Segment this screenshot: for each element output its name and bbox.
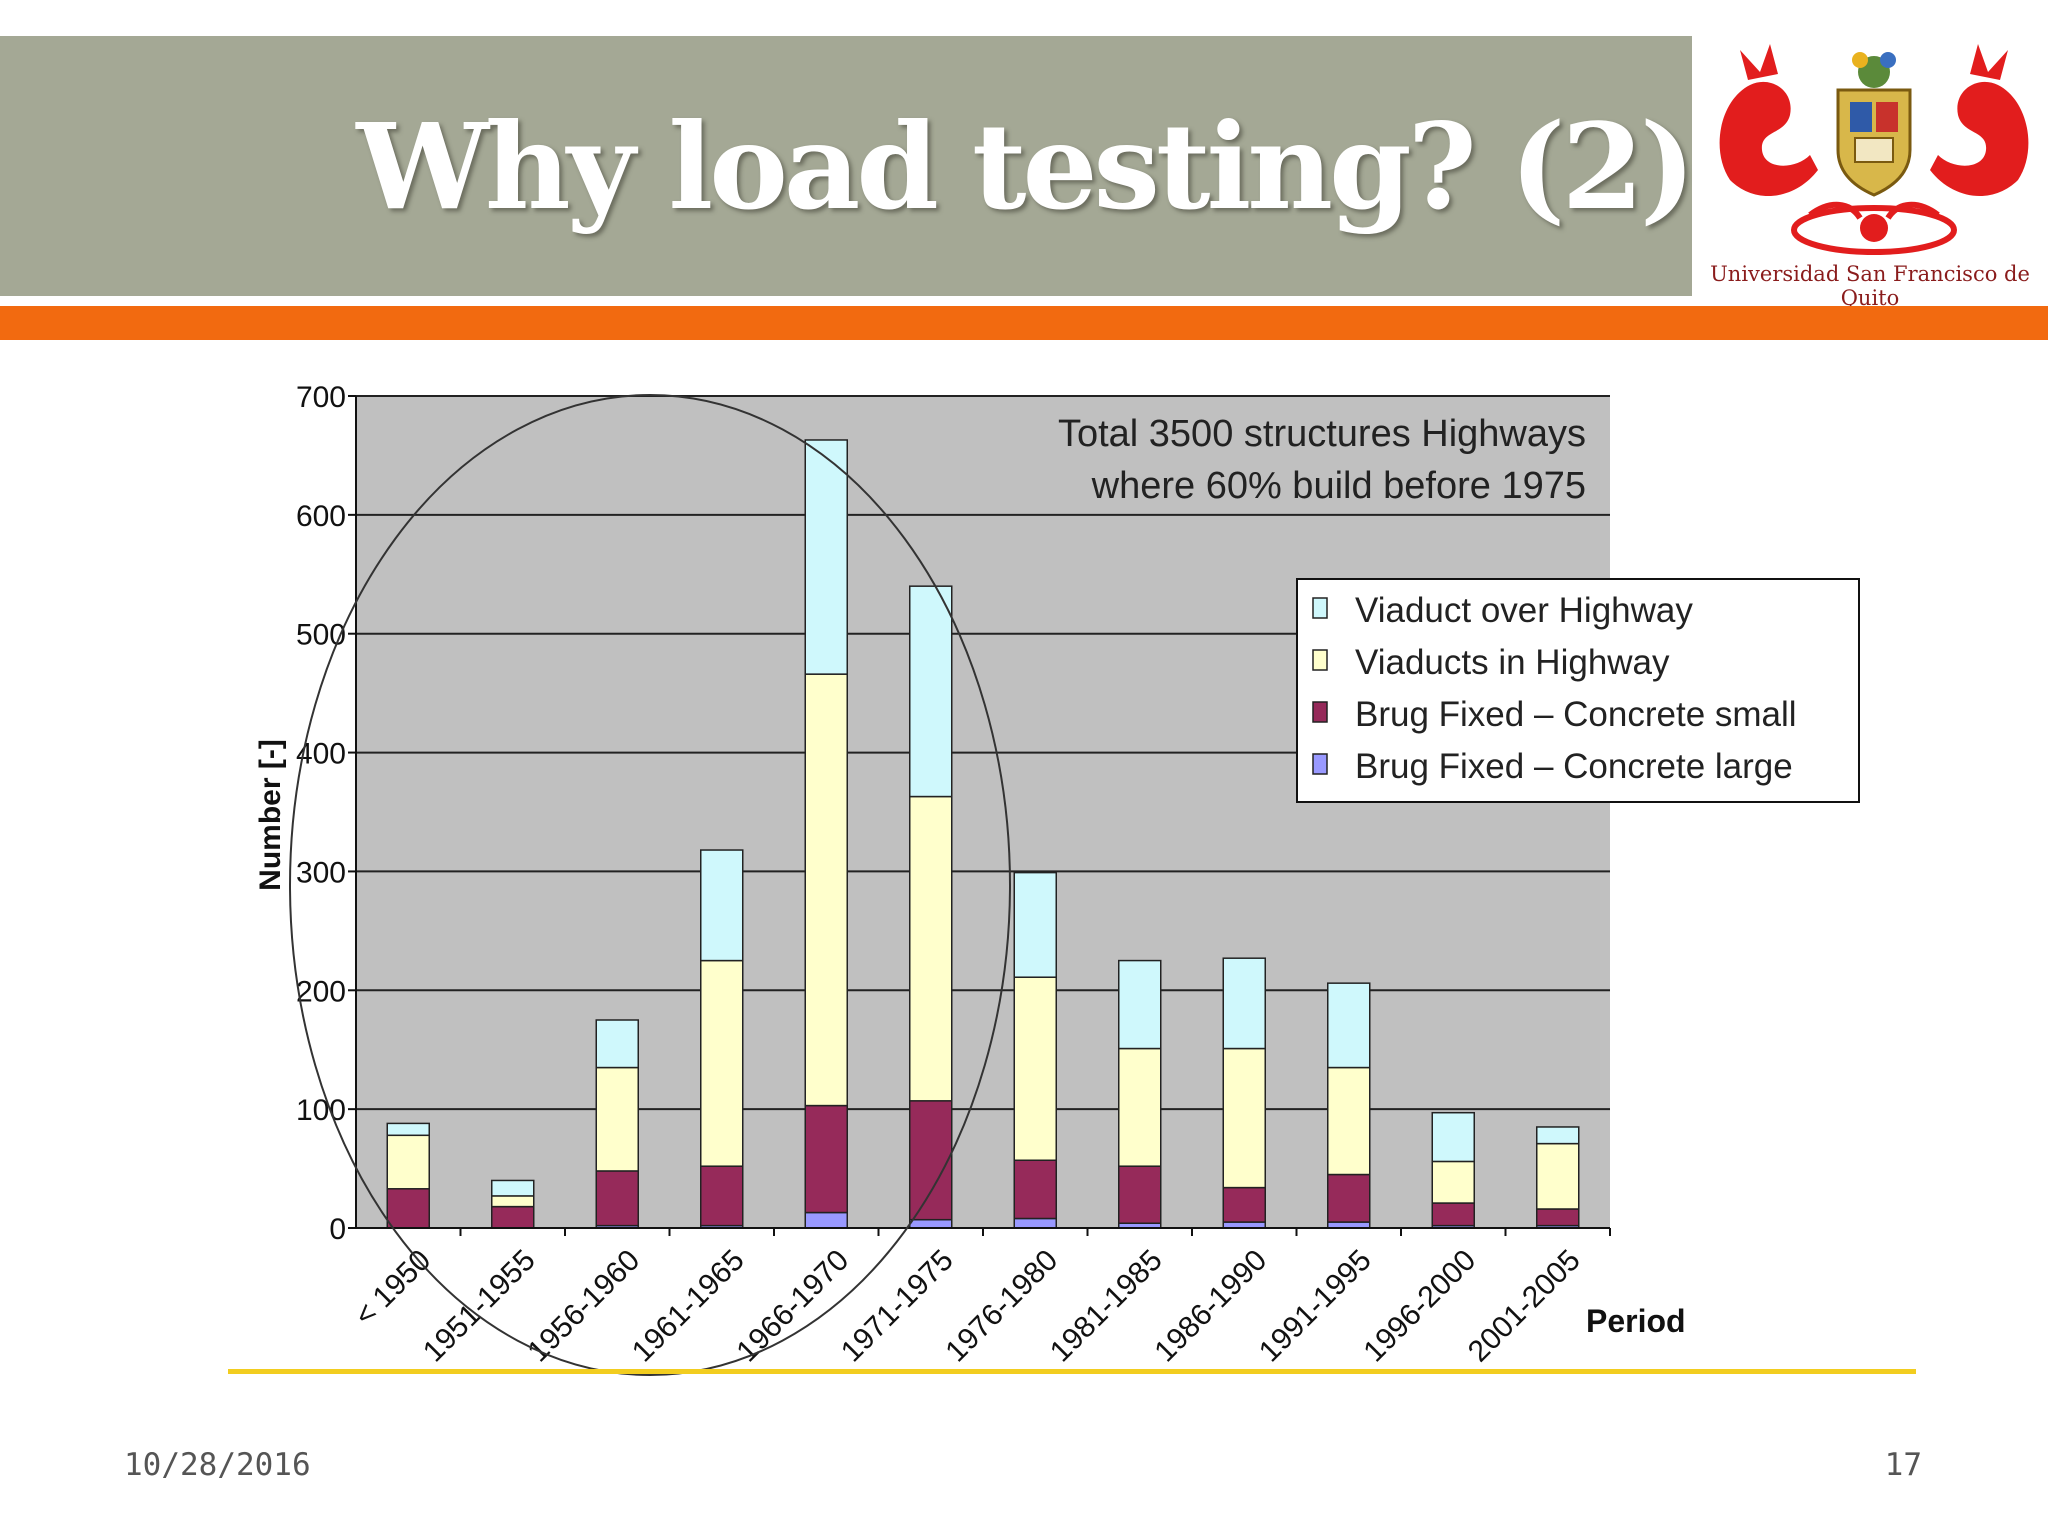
highlight-ellipse xyxy=(289,394,1011,1376)
bar-segment xyxy=(1013,1217,1057,1229)
university-crest-icon xyxy=(1719,44,2029,255)
x-tick-label: 1956-1960 xyxy=(521,1244,646,1369)
bar-segment xyxy=(804,673,848,1107)
bar-segment xyxy=(595,1019,639,1069)
bar-segment xyxy=(700,959,744,1167)
bar-segment xyxy=(1222,957,1266,1050)
bar-segment xyxy=(1013,976,1057,1162)
title-band xyxy=(0,36,1692,296)
y-tick-label: 200 xyxy=(296,975,346,1008)
bar-segment xyxy=(386,1188,430,1229)
bar-segment xyxy=(700,1165,744,1227)
slide-page-number: 17 xyxy=(1884,1447,1922,1483)
y-tick-label: 400 xyxy=(296,738,346,771)
underline xyxy=(228,1369,1916,1374)
x-tick-label: 1971-1975 xyxy=(835,1244,960,1369)
bar-segment xyxy=(1431,1111,1475,1163)
x-tick-label: 1991-1995 xyxy=(1253,1244,1378,1369)
bar-segment xyxy=(909,1100,953,1221)
bar-segment xyxy=(491,1179,535,1197)
x-tick-label: 1996-2000 xyxy=(1357,1244,1482,1369)
logo-caption: Universidad San Francisco de Quito xyxy=(1710,262,2030,310)
bar-segment xyxy=(909,1218,953,1229)
y-tick-label: 500 xyxy=(296,619,346,652)
bar-segment xyxy=(386,1122,430,1137)
legend-label: Viaduct over Highway xyxy=(1355,591,1693,630)
bar-segment xyxy=(909,585,953,798)
bar-segment xyxy=(909,795,953,1102)
legend-swatch xyxy=(1312,597,1328,619)
bar-segment xyxy=(804,439,848,675)
bar-segment xyxy=(595,1170,639,1227)
plot-area xyxy=(356,396,1610,1228)
bar-segment xyxy=(804,1104,848,1214)
logo xyxy=(1700,30,2048,302)
bar-segment xyxy=(1222,1186,1266,1223)
bar-segment xyxy=(491,1195,535,1208)
bar-segment xyxy=(1013,871,1057,978)
y-tick-label: 600 xyxy=(296,500,346,533)
bar-segment xyxy=(1431,1160,1475,1204)
bar-segment xyxy=(700,849,744,962)
bar-segment xyxy=(1118,959,1162,1050)
x-tick-label: 1966-1970 xyxy=(730,1244,855,1369)
bar-segment xyxy=(1118,1047,1162,1167)
bar-segment xyxy=(1536,1208,1580,1227)
y-axis-label: Number [-] xyxy=(254,739,287,891)
legend-swatch xyxy=(1312,753,1328,775)
bar-segment xyxy=(1536,1126,1580,1145)
bar-segment xyxy=(595,1066,639,1172)
legend-label: Brug Fixed – Concrete large xyxy=(1355,747,1793,786)
x-tick-label: 1986-1990 xyxy=(1148,1244,1273,1369)
legend-label: Brug Fixed – Concrete small xyxy=(1355,695,1797,734)
legend-swatch xyxy=(1312,649,1328,671)
legend-label: Viaducts in Highway xyxy=(1355,643,1670,682)
bar-segment xyxy=(804,1211,848,1229)
bar-segment xyxy=(1327,1066,1371,1176)
legend xyxy=(1296,578,1860,803)
bar-segment xyxy=(491,1205,535,1229)
x-tick-label: 1961-1965 xyxy=(626,1244,751,1369)
stacked-bar-chart: 0 100 200 300 400 500 600 700 < 19501951-1955195… xyxy=(254,381,1860,1376)
y-tick-label: 100 xyxy=(296,1094,346,1127)
accent-bar xyxy=(0,306,2048,340)
y-tick-label: 700 xyxy=(296,381,346,414)
legend-swatch xyxy=(1312,701,1328,723)
bar-segment xyxy=(1536,1142,1580,1210)
x-axis-label: Period xyxy=(1586,1303,1686,1339)
x-tick-label: 2001-2005 xyxy=(1462,1244,1587,1369)
chart-annotation-line: where 60% build before 1975 xyxy=(1091,465,1586,507)
bar-segment xyxy=(1327,1173,1371,1223)
bar-segment xyxy=(386,1134,430,1190)
x-tick-label: 1976-1980 xyxy=(939,1244,1064,1369)
slide-title: Why load testing? (2) xyxy=(356,96,1695,236)
bar-segment xyxy=(1013,1159,1057,1220)
x-tick-label: < 1950 xyxy=(348,1244,437,1333)
y-tick-label: 0 xyxy=(329,1213,346,1246)
x-tick-label: 1951-1955 xyxy=(417,1244,542,1369)
bar-segment xyxy=(1431,1202,1475,1227)
x-tick-label: 1981-1985 xyxy=(1044,1244,1169,1369)
bar-segment xyxy=(1327,982,1371,1069)
bar-segment xyxy=(1222,1047,1266,1189)
bar-segment xyxy=(1118,1165,1162,1224)
chart-annotation-line: Total 3500 structures Highways xyxy=(1058,413,1586,455)
slide-date: 10/28/2016 xyxy=(124,1447,311,1483)
y-tick-label: 300 xyxy=(296,856,346,889)
